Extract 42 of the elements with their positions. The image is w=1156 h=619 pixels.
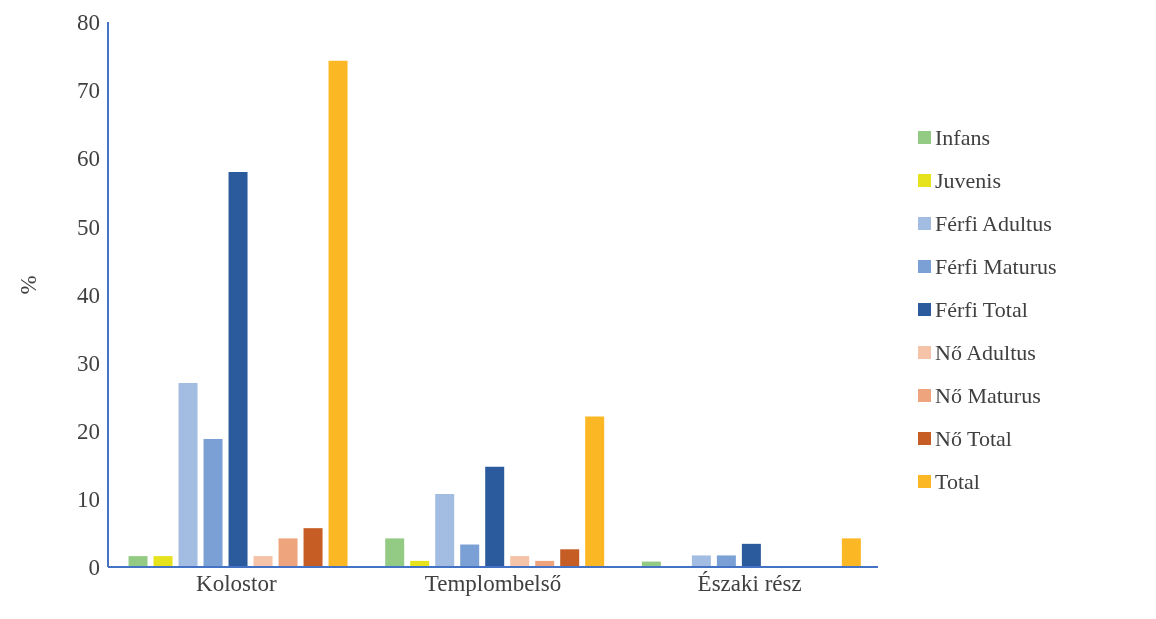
bar <box>585 416 605 567</box>
legend-label: Férfi Total <box>935 296 1028 323</box>
legend-label: Nő Adultus <box>935 339 1036 366</box>
bar <box>153 556 173 567</box>
bar <box>328 60 348 567</box>
y-tick-label: 0 <box>88 555 100 581</box>
bar <box>303 528 323 567</box>
legend-label: Nő Maturus <box>935 382 1041 409</box>
y-tick-label: 40 <box>77 282 100 308</box>
y-tick-label: 20 <box>77 418 100 444</box>
legend-label: Férfi Adultus <box>935 210 1052 237</box>
bar <box>460 544 480 567</box>
y-axis-title: % <box>16 275 42 295</box>
bar <box>560 549 580 567</box>
y-tick-label: 10 <box>77 487 100 513</box>
y-tick-label: 80 <box>77 10 100 36</box>
legend-label: Férfi Maturus <box>935 253 1057 280</box>
x-tick-label: Északi rész <box>697 571 802 597</box>
x-tick-label: Kolostor <box>196 571 277 597</box>
y-tick-label: 50 <box>77 214 100 240</box>
legend-label: Juvenis <box>935 167 1001 194</box>
y-tick-label: 70 <box>77 78 100 104</box>
bar <box>128 556 148 567</box>
legend-label: Total <box>935 468 980 495</box>
bar <box>691 555 711 567</box>
bar <box>741 543 761 567</box>
bar <box>485 466 505 567</box>
y-tick-label: 60 <box>77 146 100 172</box>
bar <box>228 171 248 567</box>
bar <box>435 494 455 567</box>
y-tick-label: 30 <box>77 350 100 376</box>
bar <box>278 538 298 567</box>
bar <box>178 383 198 567</box>
bar <box>716 555 736 567</box>
legend-label: Nő Total <box>935 425 1012 452</box>
x-tick-label: Templombelső <box>424 571 562 597</box>
bar <box>385 538 405 567</box>
bar <box>203 438 223 567</box>
bar <box>510 556 530 567</box>
legend-label: Infans <box>935 124 990 151</box>
bar <box>841 538 861 567</box>
bar <box>253 556 273 567</box>
